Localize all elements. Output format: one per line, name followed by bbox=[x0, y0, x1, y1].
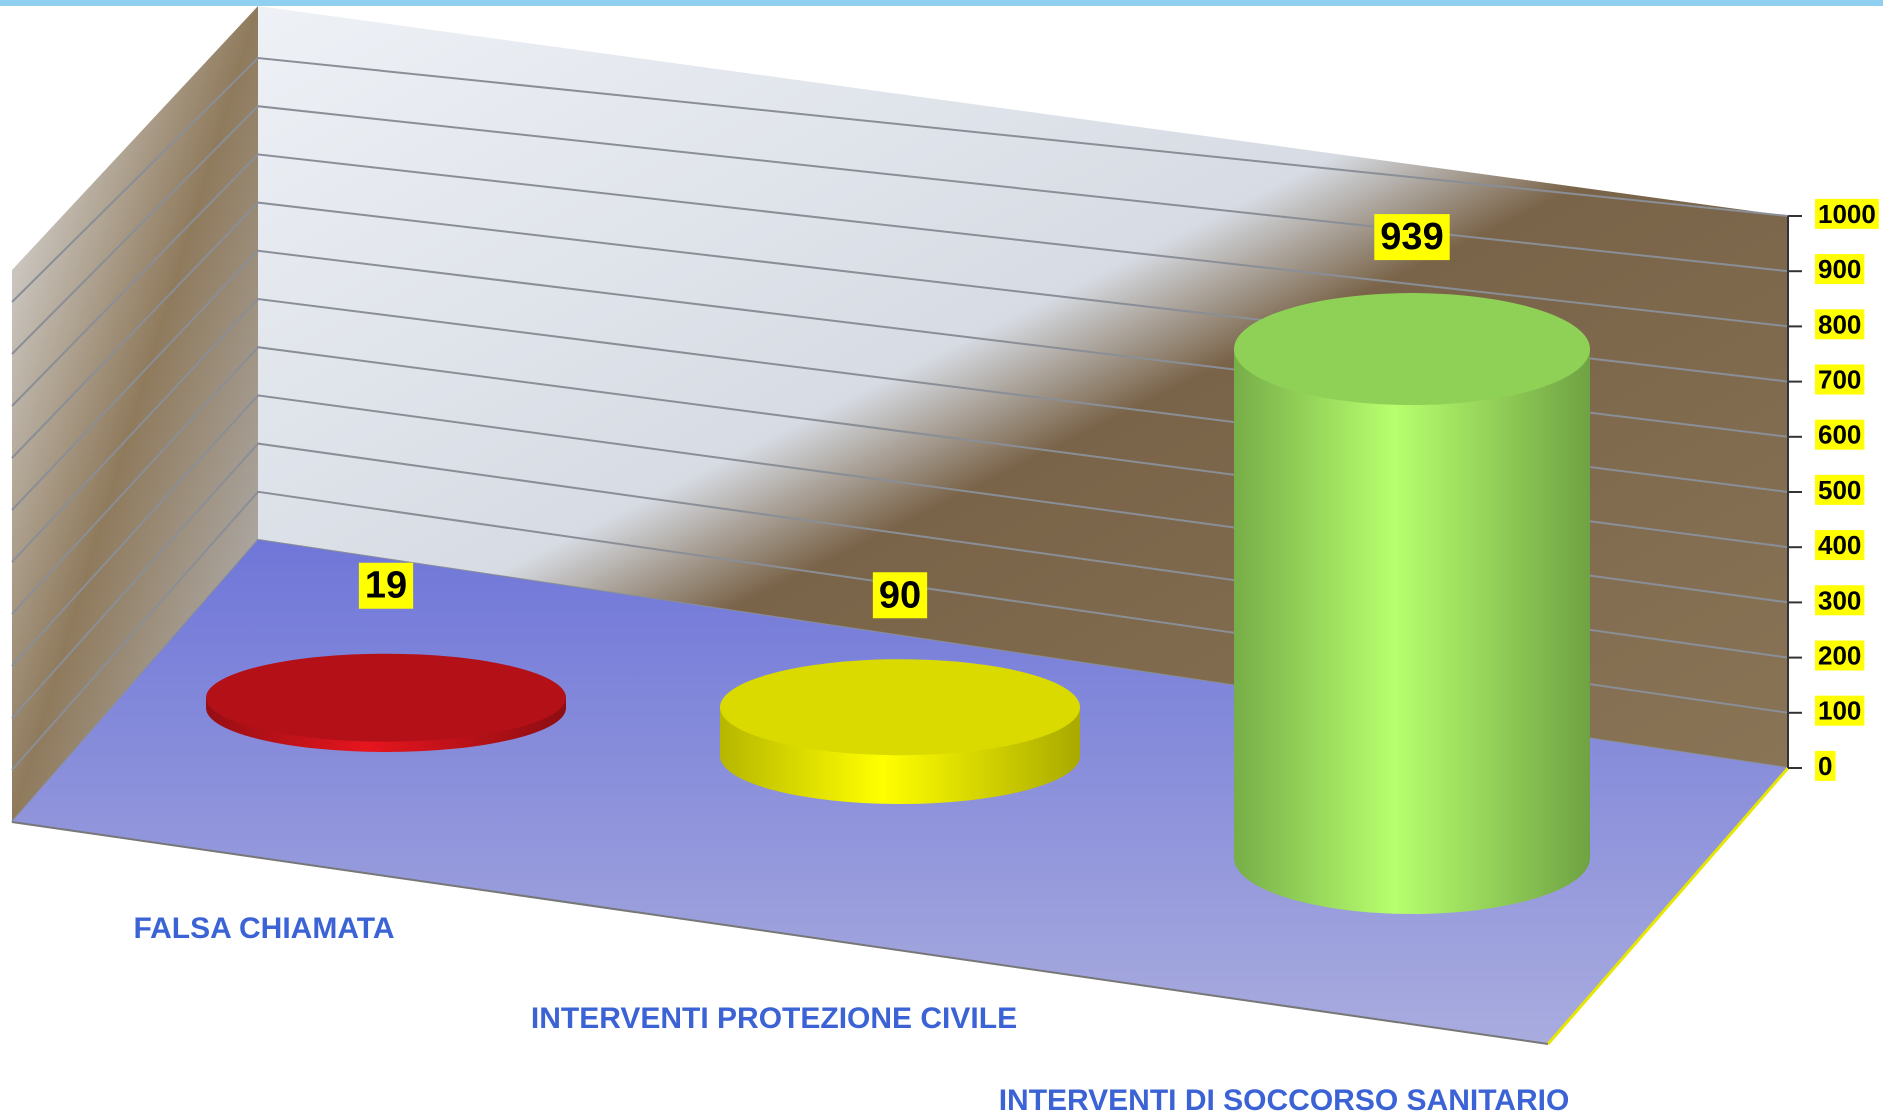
value-label-box bbox=[1374, 214, 1450, 261]
value-label-box bbox=[872, 572, 928, 619]
tick-label-box bbox=[1815, 750, 1836, 781]
tick-label-box bbox=[1815, 364, 1865, 395]
y-tick-label: 600 bbox=[1818, 420, 1861, 450]
grid-line bbox=[11, 56, 1789, 303]
tick-label-box bbox=[1815, 198, 1879, 229]
value-label: 19 bbox=[365, 565, 407, 607]
cylinder-body bbox=[1234, 349, 1590, 914]
tick-label-box bbox=[1815, 640, 1865, 671]
tick-label-box bbox=[1815, 309, 1865, 340]
y-tick-label: 1000 bbox=[1818, 199, 1876, 229]
tick-label-box bbox=[1815, 474, 1865, 505]
y-tick-label: 900 bbox=[1818, 254, 1861, 284]
y-tick-label: 0 bbox=[1818, 751, 1832, 781]
grid-line bbox=[11, 153, 1789, 407]
bar bbox=[720, 659, 1080, 804]
cylinder-top bbox=[206, 653, 566, 742]
value-label-box bbox=[358, 562, 414, 609]
value-label: 939 bbox=[1380, 216, 1443, 258]
y-tick-label: 400 bbox=[1818, 530, 1861, 560]
floor-edge bbox=[1546, 767, 1790, 1045]
x-tick-label: INTERVENTI PROTEZIONE CIVILE bbox=[531, 1002, 1017, 1035]
bar bbox=[206, 653, 566, 752]
cylinder-top bbox=[720, 659, 1080, 756]
cylinder-top bbox=[1234, 293, 1590, 406]
tick-label-box bbox=[1815, 530, 1865, 561]
side-wall bbox=[12, 6, 258, 822]
tick-label-box bbox=[1815, 254, 1865, 285]
x-tick-label: FALSA CHIAMATA bbox=[133, 912, 394, 945]
tick-label-box bbox=[1815, 695, 1865, 726]
value-label: 90 bbox=[879, 574, 921, 616]
x-axis bbox=[11, 821, 1549, 1045]
y-tick-label: 800 bbox=[1818, 309, 1861, 339]
y-tick-label: 700 bbox=[1818, 364, 1861, 394]
y-tick-label: 300 bbox=[1818, 585, 1861, 615]
tick-label-box bbox=[1815, 585, 1865, 616]
y-tick-label: 200 bbox=[1818, 640, 1861, 670]
tick-label-box bbox=[1815, 419, 1865, 450]
y-tick-label: 500 bbox=[1818, 475, 1861, 505]
top-border bbox=[0, 0, 1883, 6]
y-tick-label: 100 bbox=[1818, 696, 1861, 726]
grid-line bbox=[11, 105, 1789, 355]
bar bbox=[1234, 293, 1590, 914]
x-tick-label: INTERVENTI DI SOCCORSO SANITARIO bbox=[999, 1084, 1570, 1117]
